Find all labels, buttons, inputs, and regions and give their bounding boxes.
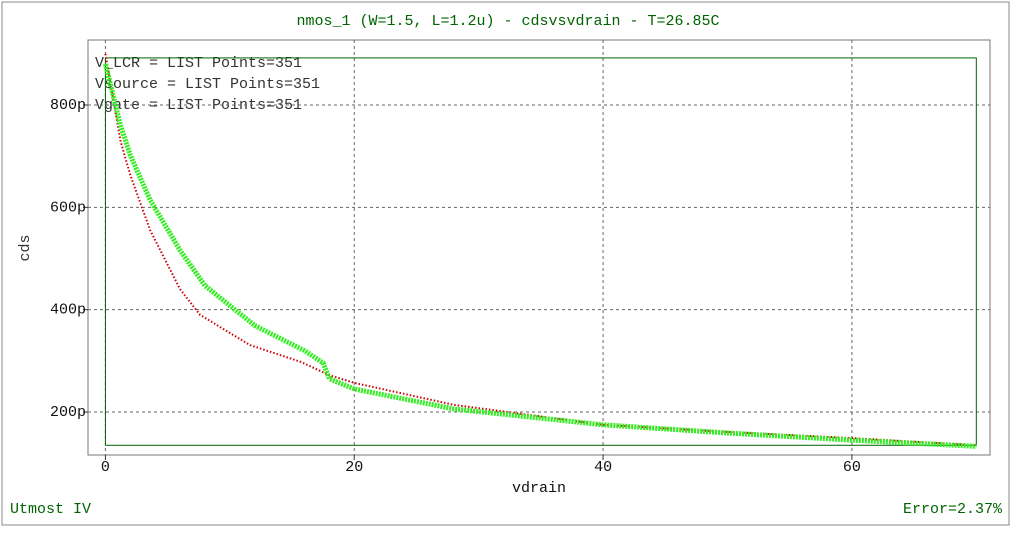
y-tick-label: 200p	[50, 404, 86, 421]
y-tick-label: 600p	[50, 199, 86, 216]
footer-left: Utmost IV	[10, 501, 91, 518]
plot-frame	[87, 39, 991, 456]
x-tick-label: 20	[345, 459, 363, 476]
series-line	[102, 63, 977, 449]
chart-title: nmos_1 (W=1.5, L=1.2u) - cdsvsvdrain - T…	[296, 13, 719, 30]
series-line	[104, 53, 977, 447]
annotation: Vsource = LIST Points=351	[95, 76, 320, 93]
x-tick-label: 40	[594, 459, 612, 476]
annotation: V_LCR = LIST Points=351	[95, 55, 302, 72]
y-axis-label: cds	[17, 234, 34, 261]
x-tick-label: 60	[843, 459, 861, 476]
y-tick-label: 800p	[50, 97, 86, 114]
x-axis-label: vdrain	[512, 480, 566, 497]
footer-right: Error=2.37%	[903, 501, 1003, 518]
x-tick-label: 0	[101, 459, 110, 476]
fit-window	[104, 57, 977, 446]
y-tick-label: 400p	[50, 302, 86, 319]
